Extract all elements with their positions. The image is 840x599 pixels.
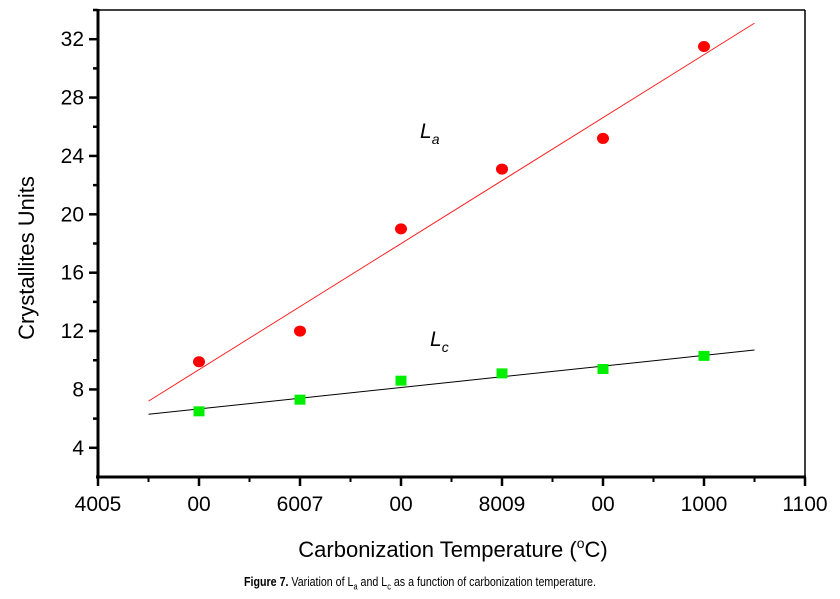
x-tick-label: 1100	[782, 493, 827, 516]
y-tick-label: 12	[61, 320, 84, 343]
fit-line-la	[148, 22, 755, 402]
y-tick-label: 8	[72, 378, 84, 401]
point-lc	[193, 406, 205, 417]
x-tick-label: 8009	[479, 493, 526, 516]
y-tick-label: 24	[61, 145, 85, 168]
y-tick-label: 28	[61, 87, 84, 110]
y-tick-label: 16	[61, 262, 84, 285]
series-label-la: La	[420, 120, 440, 147]
point-lc	[496, 368, 508, 379]
point-lc	[698, 350, 710, 361]
fit-line-lc	[148, 349, 755, 415]
point-lc	[395, 375, 407, 386]
x-tick-label: 00	[591, 493, 614, 516]
figure-label: Figure 7.	[244, 574, 289, 589]
caption-sub-1: a	[353, 581, 358, 592]
y-axis: 4 8 12 16 20 24 28 32	[61, 8, 100, 478]
x-tick-label: 6007	[277, 493, 324, 516]
y-tick-label: 4	[72, 437, 84, 460]
caption-text-3: as a function of carbonization temperatu…	[390, 574, 596, 589]
point-lc	[597, 364, 609, 375]
chart: 4005 00 6007 00 8009 00 1000 1100 4 8 12 16 20 24 28 3…	[14, 8, 828, 562]
x-axis-title: Carbonization Temperature (oC)	[298, 535, 607, 562]
plot-frame	[98, 9, 806, 477]
point-lc	[294, 394, 306, 405]
point-la	[395, 223, 407, 235]
caption-sub-2: c	[387, 581, 391, 592]
point-la	[294, 325, 306, 337]
point-la	[597, 132, 609, 144]
fit-lines	[148, 22, 755, 415]
point-la	[496, 163, 508, 175]
data-points	[193, 40, 710, 417]
x-tick-label: 1000	[681, 493, 728, 516]
x-tick-label: 4005	[75, 493, 122, 516]
x-tick-label: 00	[187, 493, 210, 516]
caption-text-2: and L	[357, 574, 388, 589]
figure-caption: Figure 7. Variation of La and Lc as a fu…	[76, 574, 765, 592]
x-tick-label: 00	[389, 493, 412, 516]
x-axis: 4005 00 6007 00 8009 00 1000 1100	[75, 475, 828, 516]
point-la	[193, 356, 205, 368]
y-axis-title: Crystallites Units	[14, 176, 39, 340]
series-label-lc: Lc	[430, 328, 449, 355]
y-tick-label: 32	[61, 28, 84, 51]
point-la	[698, 40, 710, 52]
caption-text-1: Variation of L	[288, 574, 354, 589]
y-tick-label: 20	[61, 203, 84, 226]
